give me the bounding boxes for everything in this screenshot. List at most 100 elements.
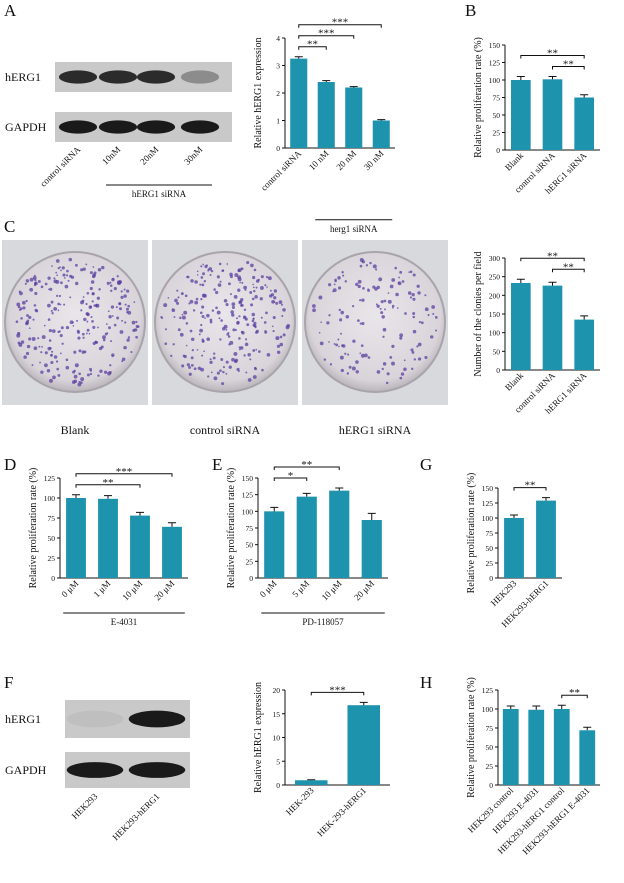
y-tick-label: 125 <box>242 491 254 500</box>
colony <box>382 327 387 332</box>
significance-label: ** <box>563 59 574 71</box>
colony <box>234 273 239 278</box>
bar <box>504 518 524 578</box>
colony <box>97 268 102 272</box>
colony <box>200 298 203 301</box>
bar <box>553 709 570 785</box>
colony <box>89 372 93 376</box>
colony <box>265 311 268 315</box>
colony <box>385 381 389 385</box>
colony <box>49 287 53 291</box>
colony <box>172 343 175 346</box>
colony <box>63 303 66 306</box>
y-tick-label: 125 <box>482 686 494 695</box>
colony <box>220 319 223 322</box>
colony <box>167 297 170 299</box>
colony <box>74 363 79 368</box>
colony <box>344 280 347 283</box>
colony <box>218 317 221 320</box>
colony <box>271 300 275 304</box>
colony <box>67 279 70 282</box>
colony <box>190 363 194 367</box>
blot-row-label: GAPDH <box>5 120 47 134</box>
colony <box>225 303 229 307</box>
panel-letter: C <box>4 217 15 236</box>
colony <box>381 315 385 319</box>
error-bar <box>548 281 557 286</box>
colony <box>100 345 104 349</box>
colony <box>320 321 322 324</box>
colony <box>59 303 62 306</box>
colony <box>53 279 58 284</box>
colony <box>201 354 204 357</box>
blot-band <box>58 70 98 84</box>
colony <box>389 355 393 359</box>
colony <box>65 358 69 362</box>
significance-label: ** <box>563 261 574 273</box>
colony <box>26 314 29 317</box>
bar <box>290 58 308 148</box>
colony <box>126 338 130 342</box>
colony <box>66 274 69 277</box>
colony <box>220 358 224 361</box>
colony <box>112 277 115 280</box>
colony <box>48 378 53 383</box>
colony <box>384 308 386 311</box>
bar <box>347 705 381 785</box>
colony <box>229 275 233 279</box>
colony <box>44 282 48 286</box>
significance-bracket <box>75 473 173 477</box>
colony <box>260 275 264 279</box>
colony <box>408 271 411 274</box>
colony <box>179 332 184 337</box>
y-axis-label: Relative hERG1 expression <box>253 682 264 793</box>
lane-label: HEK293 <box>70 791 100 821</box>
colony <box>57 373 61 377</box>
colony <box>190 337 195 342</box>
y-axis-label: Number of the clonies per field <box>473 251 484 376</box>
colony <box>339 318 343 322</box>
x-tick-label: Blank <box>503 370 526 393</box>
significance-bracket <box>520 257 585 262</box>
colony <box>328 283 332 287</box>
error-bar <box>136 511 144 516</box>
colony <box>410 348 414 352</box>
colony <box>22 306 26 310</box>
colony <box>347 353 350 356</box>
colony <box>16 333 21 338</box>
colony <box>266 353 271 357</box>
colony <box>260 316 263 319</box>
colony <box>71 380 76 384</box>
colony <box>272 329 275 333</box>
group-label: herg1 siRNA <box>330 224 378 234</box>
colony <box>228 365 232 369</box>
colony <box>181 292 184 295</box>
colony <box>261 368 264 372</box>
colony <box>252 349 256 352</box>
colony <box>51 329 56 333</box>
colony <box>319 341 324 346</box>
y-tick-label: 0 <box>489 574 493 583</box>
significance-bracket <box>273 466 340 470</box>
colony <box>210 269 214 273</box>
colony <box>69 274 73 278</box>
colony <box>263 321 267 324</box>
blot-band <box>180 70 220 84</box>
colony <box>337 338 340 341</box>
colony <box>247 378 252 382</box>
colony <box>109 281 112 284</box>
colony <box>215 306 218 310</box>
colony <box>120 295 124 299</box>
colony <box>49 346 52 350</box>
colony <box>111 353 115 357</box>
significance-bracket <box>310 691 365 696</box>
error-bar <box>580 94 589 98</box>
colony <box>108 326 111 330</box>
x-tick-label: HEK-293 <box>284 785 316 817</box>
significance-label: ** <box>307 39 318 51</box>
colony <box>83 317 87 322</box>
colony <box>399 336 403 340</box>
colony <box>60 281 63 285</box>
colony <box>278 300 283 305</box>
y-tick-label: 125 <box>44 474 56 483</box>
